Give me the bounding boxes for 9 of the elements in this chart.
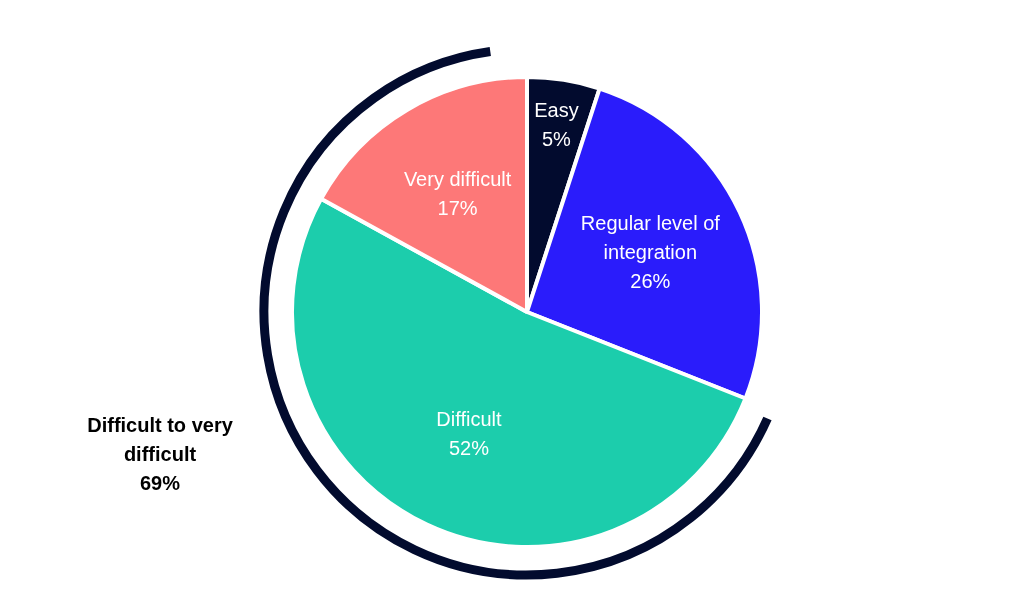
slice-label: Easy xyxy=(534,99,579,122)
slice-label: Regular level of integration xyxy=(580,212,721,264)
data-label: 17% xyxy=(437,196,478,219)
data-label: 52% xyxy=(448,437,490,460)
slice-label: Difficult xyxy=(436,408,503,431)
data-label: 5% xyxy=(541,128,572,151)
data-label: 26% xyxy=(630,270,671,293)
slice-label: Very difficult xyxy=(403,167,512,190)
text: Difficult to very difficult 69% xyxy=(87,413,234,494)
